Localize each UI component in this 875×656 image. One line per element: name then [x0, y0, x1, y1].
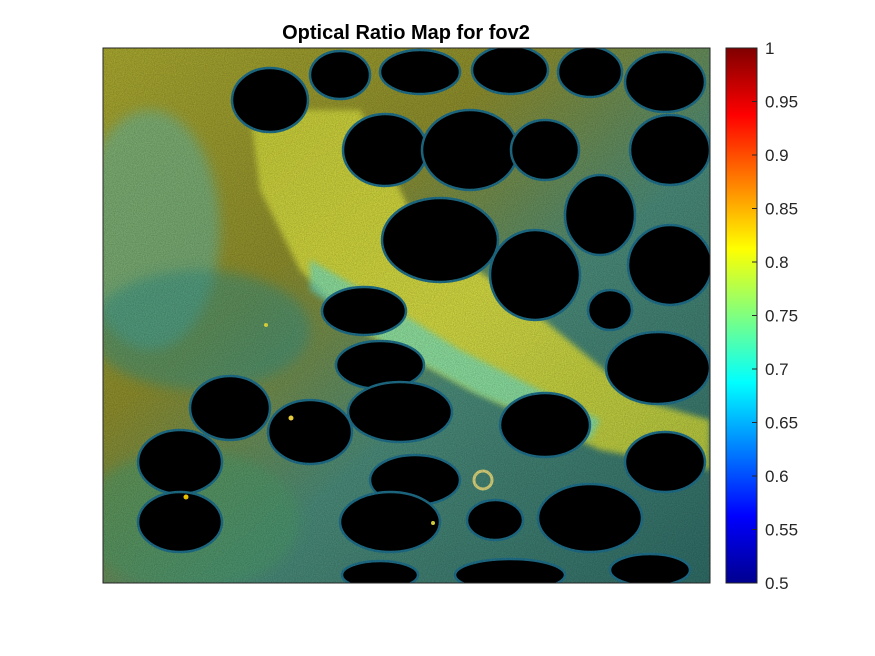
- colorbar-tick-label: 0.55: [765, 521, 798, 540]
- colorbar: 0.5 0.55 0.6 0.65 0.7 0.75 0.8 0.85 0.9 0.95 1: [725, 39, 798, 593]
- colorbar-tick-label: 0.65: [765, 414, 798, 433]
- chart-title: Optical Ratio Map for fov2: [282, 22, 530, 44]
- colorbar-tick-label: 0.95: [765, 93, 798, 112]
- colorbar-tick-label: 0.9: [765, 146, 789, 165]
- colorbar-tick-label: 0.6: [765, 467, 789, 486]
- plot-border: [102, 47, 711, 584]
- colorbar-tick-label: 0.7: [765, 360, 789, 379]
- speckle-overlay: [103, 48, 710, 583]
- colorbar-tick-label: 1: [765, 39, 774, 58]
- colorbar-tick-label: 0.75: [765, 307, 798, 326]
- colorbar-tick-label: 0.85: [765, 200, 798, 219]
- colorbar-tick-label: 0.5: [765, 574, 789, 593]
- colorbar-tick-label: 0.8: [765, 253, 789, 272]
- colorbar-bar: [725, 47, 758, 584]
- heatmap-image: [103, 48, 710, 583]
- colorbar-ticks: 0.5 0.55 0.6 0.65 0.7 0.75 0.8 0.85 0.9 0.95 1: [752, 39, 798, 593]
